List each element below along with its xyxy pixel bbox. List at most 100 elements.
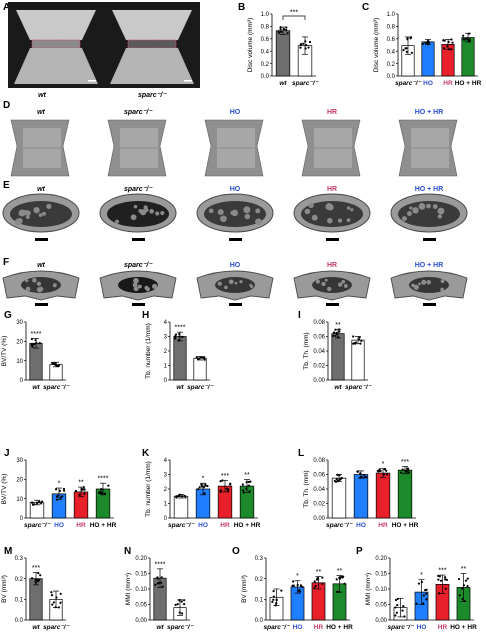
- trabecula: [230, 210, 235, 216]
- microct-image-D-1: [107, 119, 167, 177]
- category-label: HR: [314, 624, 324, 631]
- trabecula: [220, 215, 227, 223]
- scale-bar: [229, 238, 242, 241]
- data-point: [99, 491, 102, 494]
- data-point: [356, 470, 359, 473]
- data-point: [394, 606, 397, 609]
- data-point: [314, 585, 317, 588]
- data-point: [197, 488, 200, 491]
- image-label: HO + HR: [415, 109, 444, 116]
- panel-label-G: G: [4, 310, 12, 321]
- y-tick-label: 0.15: [375, 572, 387, 578]
- data-point: [352, 342, 355, 345]
- data-point: [460, 587, 464, 590]
- data-point: [54, 606, 57, 609]
- data-point: [50, 591, 53, 594]
- y-tick-label: 0.2: [255, 577, 264, 583]
- data-point: [399, 471, 403, 474]
- category-label: HR: [220, 522, 230, 529]
- microct-image-D-2: [204, 119, 264, 177]
- data-point: [160, 576, 163, 579]
- category-label: HR: [438, 624, 448, 631]
- data-point: [450, 48, 453, 51]
- y-tick-label: 10: [16, 497, 23, 503]
- data-point: [31, 345, 34, 348]
- data-point: [229, 483, 232, 486]
- y-tick-label: 0.6: [261, 37, 270, 43]
- category-label: HO + HR: [90, 522, 117, 529]
- y-tick-label: 0.0: [15, 618, 24, 624]
- trabecula: [437, 214, 442, 219]
- data-point: [343, 582, 346, 585]
- data-point: [315, 578, 319, 581]
- y-tick-label: 0.2: [261, 62, 270, 68]
- category-label: sparc⁻/⁻: [43, 384, 71, 391]
- y-axis-label: BV/TV (%): [1, 474, 8, 505]
- significance-stars: ***: [221, 473, 229, 480]
- category-label: sparc⁻/⁻: [326, 522, 354, 529]
- data-point: [352, 335, 355, 338]
- category-label: HR: [76, 522, 86, 529]
- data-point: [340, 575, 343, 578]
- data-point: [34, 578, 37, 581]
- data-point: [74, 489, 78, 493]
- category-label: HO + HR: [392, 522, 419, 529]
- panel-label-I: I: [298, 310, 301, 321]
- y-tick-label: 0.05: [375, 603, 387, 609]
- trabecula: [418, 203, 426, 210]
- trabecula: [25, 286, 31, 292]
- data-point: [405, 467, 409, 470]
- data-point: [334, 328, 337, 331]
- data-point: [55, 498, 59, 501]
- y-tick-label: 4: [164, 458, 168, 464]
- y-tick-label: 1.0: [387, 12, 396, 18]
- trabecula: [38, 213, 43, 217]
- significance-stars: ***: [290, 10, 298, 17]
- significance-bracket: [282, 15, 306, 20]
- y-tick-label: 0.8: [387, 25, 396, 31]
- y-axis-label: Tb. number (1/mm): [145, 323, 152, 379]
- data-point: [447, 40, 450, 43]
- data-point: [37, 572, 40, 575]
- data-point: [38, 500, 41, 503]
- trabecula: [401, 216, 407, 222]
- data-point: [156, 576, 159, 579]
- microct-image-D-0: [10, 119, 70, 177]
- data-point: [382, 473, 385, 476]
- y-axis-label: Tb. Th. (mm): [303, 332, 310, 369]
- data-point: [57, 364, 60, 367]
- data-point: [462, 34, 465, 37]
- data-point: [78, 493, 81, 496]
- data-point: [417, 582, 421, 585]
- data-point: [242, 491, 245, 494]
- significance-stars: **: [78, 480, 84, 487]
- trabecula: [137, 284, 142, 289]
- y-axis-label: BV (mm³): [1, 575, 8, 603]
- panel-label-E: E: [3, 180, 10, 191]
- data-point: [298, 588, 301, 592]
- data-point: [30, 337, 34, 341]
- chart-N: 0.00 0.05 0.10 0.15 0.20 MMI (mm⁴) wt sparc⁻/⁻ *…: [125, 556, 195, 631]
- bar-L-2: [375, 472, 391, 519]
- category-label: wt: [334, 384, 342, 391]
- data-point: [219, 480, 222, 483]
- data-point: [332, 331, 336, 334]
- data-point: [227, 488, 230, 491]
- y-tick-label: 0.00: [313, 378, 325, 384]
- category-label: HO + HR: [450, 624, 477, 631]
- panel-label-F: F: [3, 257, 9, 268]
- data-point: [358, 338, 361, 341]
- data-point: [200, 483, 203, 486]
- panel-label-A: A: [3, 2, 10, 13]
- category-label: HO: [417, 624, 427, 631]
- data-point: [442, 47, 446, 50]
- trabecula: [152, 283, 158, 289]
- data-point: [247, 480, 250, 484]
- y-tick-label: 3: [164, 473, 168, 479]
- trabecula: [346, 206, 351, 210]
- image-label: wt: [37, 186, 45, 193]
- data-point: [421, 42, 425, 46]
- y-tick-label: 0.0: [261, 74, 270, 80]
- data-point: [34, 581, 37, 584]
